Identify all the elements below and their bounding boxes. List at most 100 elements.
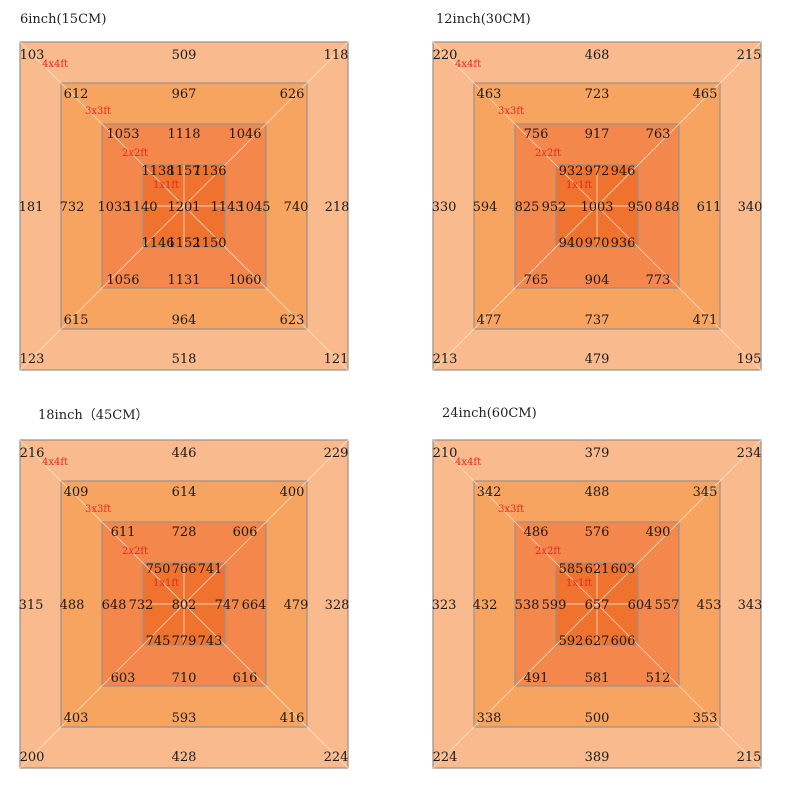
ppfd-value: 1152 xyxy=(167,236,200,251)
ppfd-value: 428 xyxy=(172,750,197,765)
ppfd-value: 220 xyxy=(433,48,458,63)
ppfd-value: 1150 xyxy=(193,236,226,251)
ppfd-value: 200 xyxy=(20,750,45,765)
ppfd-value: 1131 xyxy=(167,273,200,288)
ppfd-value: 446 xyxy=(172,446,197,461)
ppfd-value: 576 xyxy=(585,525,610,540)
ppfd-value: 103 xyxy=(20,48,45,63)
ppfd-value: 488 xyxy=(60,598,85,613)
zone-label: 2x2ft xyxy=(535,546,561,557)
ppfd-value: 710 xyxy=(172,671,197,686)
ppfd-value: 1053 xyxy=(106,127,139,142)
zone-label: 2x2ft xyxy=(122,546,148,557)
ppfd-value: 121 xyxy=(324,352,349,367)
ppfd-value: 740 xyxy=(284,200,309,215)
ppfd-value: 557 xyxy=(655,598,680,613)
ppfd-value: 1033 xyxy=(97,200,130,215)
ppfd-value: 627 xyxy=(585,634,610,649)
zone-label: 3x3ft xyxy=(498,106,524,117)
ppfd-value: 904 xyxy=(585,273,610,288)
ppfd-center-value: 657 xyxy=(585,598,610,613)
ppfd-grid: 4x4ft 3x3ft 2x2ft 1x1ft 210 379 234 323 343 224 38… xyxy=(432,439,763,769)
ppfd-value: 1146 xyxy=(141,236,174,251)
ppfd-value: 416 xyxy=(280,711,305,726)
ppfd-value: 737 xyxy=(585,313,610,328)
zone-label: 1x1ft xyxy=(153,180,179,191)
ppfd-value: 604 xyxy=(628,598,653,613)
ppfd-value: 353 xyxy=(693,711,718,726)
ppfd-center-value: 802 xyxy=(172,598,197,613)
ppfd-value: 612 xyxy=(64,87,89,102)
ppfd-value: 403 xyxy=(64,711,89,726)
ppfd-center-value: 1201 xyxy=(167,200,200,215)
ppfd-value: 616 xyxy=(233,671,258,686)
ppfd-value: 479 xyxy=(284,598,309,613)
ppfd-value: 315 xyxy=(19,598,44,613)
ppfd-value: 614 xyxy=(172,485,197,500)
ppfd-value: 946 xyxy=(611,164,636,179)
zone-label: 4x4ft xyxy=(455,59,481,70)
ppfd-value: 379 xyxy=(585,446,610,461)
ppfd-value: 932 xyxy=(559,164,584,179)
ppfd-value: 603 xyxy=(111,671,136,686)
ppfd-value: 723 xyxy=(585,87,610,102)
ppfd-value: 409 xyxy=(64,485,89,500)
ppfd-value: 779 xyxy=(172,634,197,649)
ppfd-value: 743 xyxy=(198,634,223,649)
ppfd-grid: 4x4ft 3x3ft 2x2ft 1x1ft 220 468 215 330 340 213 47… xyxy=(432,41,762,371)
ppfd-value: 611 xyxy=(697,200,722,215)
ppfd-value: 215 xyxy=(737,750,762,765)
ppfd-value: 195 xyxy=(737,352,762,367)
ppfd-value: 950 xyxy=(628,200,653,215)
ppfd-value: 766 xyxy=(172,562,197,577)
ppfd-value: 763 xyxy=(646,127,671,142)
ppfd-value: 118 xyxy=(324,48,349,63)
panel-title: 24inch(60CM) xyxy=(442,406,537,421)
ppfd-value: 538 xyxy=(515,598,540,613)
ppfd-value: 468 xyxy=(585,48,610,63)
ppfd-value: 741 xyxy=(198,562,223,577)
ppfd-value: 750 xyxy=(146,562,171,577)
ppfd-value: 615 xyxy=(64,313,89,328)
ppfd-value: 477 xyxy=(477,313,502,328)
ppfd-value: 747 xyxy=(215,598,240,613)
ppfd-value: 1056 xyxy=(106,273,139,288)
ppfd-value: 756 xyxy=(524,127,549,142)
ppfd-value: 1140 xyxy=(124,200,157,215)
ppfd-value: 970 xyxy=(585,236,610,251)
panel-title: 12inch(30CM) xyxy=(436,12,531,27)
ppfd-value: 623 xyxy=(280,313,305,328)
ppfd-value: 664 xyxy=(242,598,267,613)
ppfd-center-value: 1003 xyxy=(580,200,613,215)
ppfd-value: 745 xyxy=(146,634,171,649)
ppfd-value: 603 xyxy=(611,562,636,577)
zone-label: 2x2ft xyxy=(535,148,561,159)
ppfd-value: 594 xyxy=(473,200,498,215)
ppfd-value: 330 xyxy=(432,200,457,215)
ppfd-value: 967 xyxy=(172,87,197,102)
ppfd-value: 234 xyxy=(737,446,762,461)
ppfd-value: 345 xyxy=(693,485,718,500)
ppfd-value: 218 xyxy=(325,200,350,215)
zone-label: 4x4ft xyxy=(42,59,68,70)
ppfd-value: 215 xyxy=(737,48,762,63)
zone-label: 3x3ft xyxy=(498,504,524,515)
ppfd-value: 500 xyxy=(585,711,610,726)
ppfd-value: 486 xyxy=(524,525,549,540)
ppfd-value: 343 xyxy=(738,598,763,613)
ppfd-value: 488 xyxy=(585,485,610,500)
zone-label: 3x3ft xyxy=(85,106,111,117)
ppfd-value: 181 xyxy=(19,200,44,215)
ppfd-value: 229 xyxy=(324,446,349,461)
ppfd-value: 338 xyxy=(477,711,502,726)
ppfd-value: 1060 xyxy=(228,273,261,288)
ppfd-value: 471 xyxy=(693,313,718,328)
zone-label: 1x1ft xyxy=(566,180,592,191)
zone-label: 3x3ft xyxy=(85,504,111,515)
ppfd-value: 592 xyxy=(559,634,584,649)
ppfd-value: 432 xyxy=(473,598,498,613)
ppfd-value: 509 xyxy=(172,48,197,63)
zone-label: 1x1ft xyxy=(566,578,592,589)
ppfd-value: 648 xyxy=(102,598,127,613)
ppfd-value: 917 xyxy=(585,127,610,142)
